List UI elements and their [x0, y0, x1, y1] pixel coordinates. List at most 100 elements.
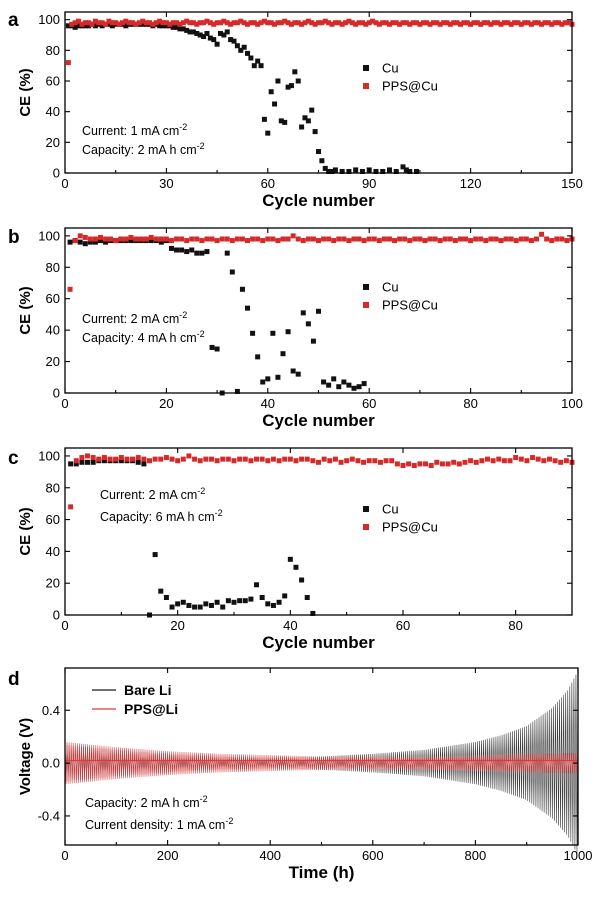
data-point [250, 330, 256, 336]
data-point [542, 20, 548, 26]
legend-label: PPS@Cu [382, 298, 438, 313]
data-point [331, 238, 337, 244]
data-point [265, 601, 271, 607]
data-point [275, 374, 281, 380]
data-point [270, 236, 276, 242]
data-point [512, 20, 518, 26]
data-point [99, 23, 105, 29]
data-point [203, 456, 209, 462]
data-point [299, 456, 305, 462]
data-point [366, 458, 372, 464]
data-point [124, 456, 130, 462]
data-point [441, 20, 447, 26]
legend: Cu PPS@Cu [363, 280, 438, 313]
annotation-line: Current: 2 mA cm-2 [82, 310, 187, 326]
data-point [220, 456, 226, 462]
data-point [501, 20, 507, 26]
data-point [371, 236, 377, 242]
data-point [403, 20, 409, 26]
data-point [275, 78, 281, 84]
data-point [523, 236, 529, 242]
data-point [292, 69, 298, 75]
data-point [326, 168, 332, 174]
data-point [555, 20, 561, 26]
data-point [285, 329, 291, 335]
data-point [336, 236, 342, 242]
data-point [290, 233, 296, 239]
x-tick-label: 20 [159, 396, 173, 411]
data-point [282, 456, 288, 462]
y-tick-label: 0 [53, 386, 60, 401]
data-point [270, 602, 276, 608]
data-point [77, 239, 83, 245]
data-point [153, 236, 159, 242]
data-point [346, 18, 352, 24]
data-point [65, 60, 71, 66]
data-point [559, 21, 565, 27]
data-point [332, 456, 338, 462]
data-point [175, 458, 181, 464]
data-point [234, 388, 240, 394]
data-point [229, 238, 235, 244]
data-point [211, 37, 217, 43]
x-tick-label: 0 [61, 176, 68, 191]
data-point [339, 21, 345, 27]
data-point [87, 239, 93, 245]
x-axis-label: Cycle number [262, 411, 375, 430]
annotation-superscript: -2 [197, 486, 205, 496]
data-point [434, 459, 440, 465]
data-point [214, 41, 220, 47]
data-point [106, 21, 112, 27]
data-point [473, 459, 479, 465]
data-point [331, 376, 337, 382]
data-point [141, 456, 147, 462]
data-point [402, 236, 408, 242]
annotation-line: Capacity: 2 mA h cm-2 [85, 794, 208, 810]
annotation-superscript: -2 [179, 310, 187, 320]
data-point [304, 595, 310, 600]
data-point [108, 236, 114, 242]
data-point [219, 236, 225, 242]
data-point [346, 238, 352, 244]
data-point [481, 20, 487, 26]
data-point [180, 599, 186, 605]
data-point [208, 456, 214, 462]
data-point [397, 236, 403, 242]
data-point [194, 236, 200, 242]
data-point [87, 236, 93, 242]
data-point [92, 239, 98, 245]
data-point [544, 236, 550, 242]
y-axis-label: CE (%) [17, 507, 34, 555]
data-point [326, 20, 332, 26]
data-point [126, 20, 132, 26]
data-point [254, 456, 260, 462]
data-point [454, 20, 460, 26]
annotation-superscript: -2 [197, 329, 205, 339]
data-point [355, 458, 361, 464]
data-point [68, 461, 74, 467]
y-tick-label: 0.0 [42, 756, 60, 771]
data-point [287, 456, 293, 462]
data-point [270, 456, 276, 462]
data-point [135, 459, 141, 465]
data-point [300, 310, 306, 316]
data-point [361, 381, 367, 387]
data-point [220, 604, 226, 610]
x-tick-label: 40 [261, 396, 275, 411]
data-point [231, 38, 237, 44]
data-point [128, 238, 134, 244]
x-tick-label: 100 [561, 396, 583, 411]
panel-d: d 0 200 400 600 800 1000 -0.4 0.0 0.4 Time (h) Volt… [8, 667, 592, 882]
y-axis: -0.4 0.0 0.4 [38, 703, 578, 823]
y-axis: 0 20 40 60 80 100 [38, 12, 572, 181]
data-point [251, 20, 257, 26]
data-point [174, 24, 180, 30]
data-point [158, 239, 164, 245]
data-point [451, 20, 457, 26]
data-point [280, 351, 286, 357]
data-point [376, 21, 382, 27]
data-point [228, 21, 234, 27]
data-point [261, 18, 267, 24]
data-point [68, 504, 74, 510]
